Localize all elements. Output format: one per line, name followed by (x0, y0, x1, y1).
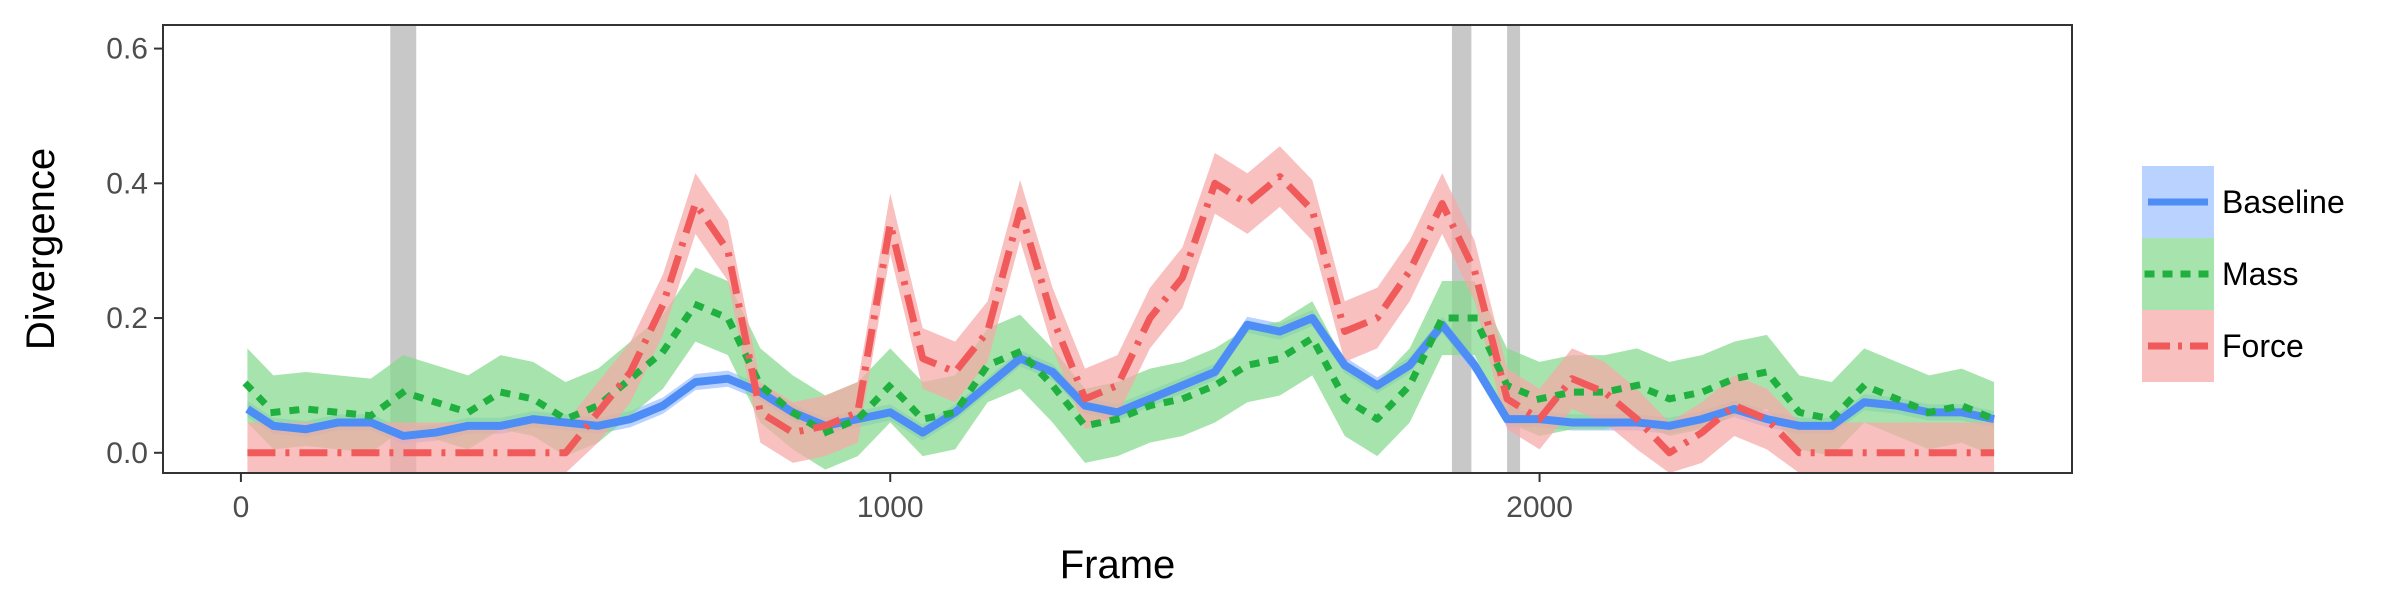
mass-line (242, 301, 1999, 437)
baseline-line (245, 314, 1995, 440)
legend-item-force: Force (2142, 310, 2304, 382)
x-tick-label: 2000 (1506, 491, 1573, 524)
series-lines (242, 173, 1999, 457)
y-axis-title: Divergence (19, 148, 63, 350)
x-tick-label: 0 (233, 491, 250, 524)
legend-item-mass: Mass (2142, 238, 2298, 310)
x-axis-title: Frame (1060, 543, 1176, 587)
legend-label-baseline: Baseline (2222, 184, 2345, 220)
legend-item-baseline: Baseline (2142, 166, 2345, 238)
y-tick-label: 0.6 (106, 33, 148, 66)
y-axis: 0.0 0.2 0.4 0.6 (106, 33, 163, 470)
legend-label-mass: Mass (2222, 256, 2298, 292)
y-tick-label: 0.2 (106, 302, 148, 335)
plot-panel-border (162, 24, 2073, 474)
force-line (247, 173, 1995, 457)
legend-label-force: Force (2222, 328, 2304, 364)
x-tick-label: 1000 (857, 491, 924, 524)
legend: Baseline Mass Force (2142, 166, 2345, 382)
y-tick-label: 0.4 (106, 167, 148, 200)
x-axis: 0 1000 2000 (233, 473, 1573, 524)
y-tick-label: 0.0 (106, 437, 148, 470)
